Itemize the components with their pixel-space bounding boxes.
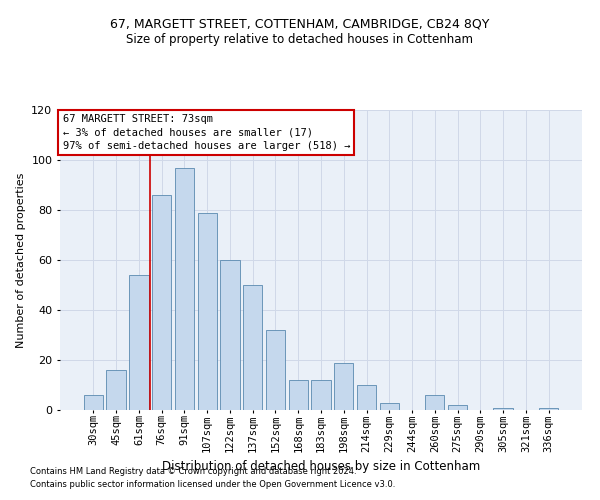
Bar — [289, 380, 308, 410]
Text: Size of property relative to detached houses in Cottenham: Size of property relative to detached ho… — [127, 32, 473, 46]
Bar — [311, 380, 331, 410]
Y-axis label: Number of detached properties: Number of detached properties — [16, 172, 26, 348]
Text: Contains HM Land Registry data © Crown copyright and database right 2024.: Contains HM Land Registry data © Crown c… — [30, 467, 356, 476]
Bar — [152, 195, 172, 410]
Bar — [493, 408, 513, 410]
Bar — [84, 395, 103, 410]
Bar — [220, 260, 239, 410]
Bar — [425, 395, 445, 410]
Text: 67, MARGETT STREET, COTTENHAM, CAMBRIDGE, CB24 8QY: 67, MARGETT STREET, COTTENHAM, CAMBRIDGE… — [110, 18, 490, 30]
Bar — [197, 212, 217, 410]
Bar — [129, 275, 149, 410]
Text: Contains public sector information licensed under the Open Government Licence v3: Contains public sector information licen… — [30, 480, 395, 489]
Bar — [334, 362, 353, 410]
Bar — [106, 370, 126, 410]
Bar — [448, 405, 467, 410]
Bar — [380, 402, 399, 410]
Bar — [357, 385, 376, 410]
Bar — [266, 330, 285, 410]
Bar — [175, 168, 194, 410]
Bar — [539, 408, 558, 410]
X-axis label: Distribution of detached houses by size in Cottenham: Distribution of detached houses by size … — [162, 460, 480, 473]
Bar — [243, 285, 262, 410]
Text: 67 MARGETT STREET: 73sqm
← 3% of detached houses are smaller (17)
97% of semi-de: 67 MARGETT STREET: 73sqm ← 3% of detache… — [62, 114, 350, 151]
